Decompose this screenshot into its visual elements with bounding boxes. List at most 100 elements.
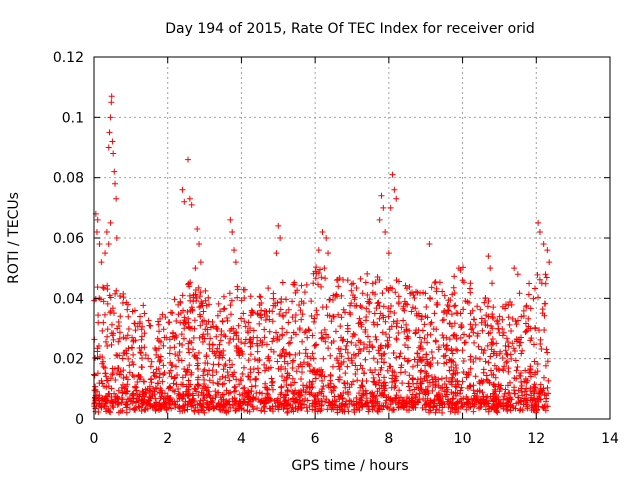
data-point: [382, 399, 389, 406]
data-point: [542, 271, 549, 278]
data-point: [527, 325, 534, 332]
data-point: [320, 383, 327, 390]
data-point: [157, 353, 164, 360]
data-point: [118, 384, 125, 391]
data-point: [284, 370, 291, 377]
data-point: [369, 280, 376, 287]
data-point: [371, 321, 378, 328]
data-point: [487, 265, 494, 272]
data-point: [407, 290, 414, 297]
data-point: [254, 348, 261, 355]
data-point: [508, 355, 515, 362]
data-point: [300, 359, 307, 366]
data-point: [327, 384, 334, 391]
data-point: [256, 301, 263, 308]
data-point: [344, 389, 351, 396]
data-point: [470, 358, 477, 365]
data-point: [354, 377, 361, 384]
data-point: [312, 371, 319, 378]
data-point: [304, 408, 311, 415]
data-point: [158, 403, 165, 410]
data-point: [140, 378, 147, 385]
data-point: [125, 355, 132, 362]
data-point: [124, 332, 131, 339]
data-point: [418, 339, 425, 346]
data-point: [261, 400, 268, 407]
data-point: [227, 311, 234, 318]
data-point: [531, 285, 538, 292]
data-point: [313, 307, 320, 314]
y-tick-label: 0.08: [53, 171, 84, 187]
data-point: [175, 386, 182, 393]
y-tick-label: 0.12: [53, 50, 84, 66]
data-point: [120, 334, 127, 341]
data-point: [129, 372, 136, 379]
data-point: [319, 334, 326, 341]
data-point: [428, 348, 435, 355]
data-point: [530, 295, 537, 302]
data-point: [263, 341, 270, 348]
data-point: [98, 377, 105, 384]
data-point: [318, 329, 325, 336]
data-point: [236, 391, 243, 398]
data-point: [410, 404, 417, 411]
data-point: [265, 398, 272, 405]
data-point: [379, 329, 386, 336]
data-point: [145, 355, 152, 362]
data-point: [245, 373, 252, 380]
data-point: [279, 331, 286, 338]
data-point: [342, 370, 349, 377]
data-point: [301, 329, 308, 336]
data-point: [278, 363, 285, 370]
data-point: [385, 394, 392, 401]
data-point: [304, 397, 311, 404]
data-point: [157, 385, 164, 392]
data-point: [410, 292, 417, 299]
data-point: [232, 397, 239, 404]
data-point: [496, 329, 503, 336]
data-point: [394, 318, 401, 325]
data-point: [460, 306, 467, 313]
data-point: [238, 348, 245, 355]
data-point: [119, 381, 126, 388]
data-point: [513, 321, 520, 328]
data-point: [265, 353, 272, 360]
data-point: [485, 253, 492, 260]
data-point: [96, 241, 103, 248]
data-point: [401, 355, 408, 362]
data-point: [384, 404, 391, 411]
data-point: [139, 355, 146, 362]
data-point: [379, 290, 386, 297]
data-point: [198, 389, 205, 396]
data-point: [213, 325, 220, 332]
data-point: [292, 311, 299, 318]
data-point: [543, 346, 550, 353]
data-point: [209, 348, 216, 355]
x-tick-label: 4: [237, 431, 246, 447]
data-point: [489, 311, 496, 318]
data-point: [474, 333, 481, 340]
data-point: [111, 168, 118, 175]
data-point: [374, 388, 381, 395]
data-point: [247, 376, 254, 383]
data-point: [235, 405, 242, 412]
data-point: [166, 401, 173, 408]
data-point: [513, 338, 520, 345]
data-point: [448, 358, 455, 365]
data-point: [107, 375, 114, 382]
data-point: [442, 393, 449, 400]
data-point: [467, 280, 474, 287]
data-point: [160, 342, 167, 349]
data-point: [146, 387, 153, 394]
data-point: [95, 408, 102, 415]
data-point: [364, 291, 371, 298]
x-tick-label: 12: [527, 431, 545, 447]
data-point: [109, 138, 116, 145]
data-point: [221, 380, 228, 387]
data-point: [171, 344, 178, 351]
data-point: [455, 265, 462, 272]
data-point: [463, 374, 470, 381]
data-point: [125, 325, 132, 332]
data-point: [106, 390, 113, 397]
data-point: [205, 388, 212, 395]
